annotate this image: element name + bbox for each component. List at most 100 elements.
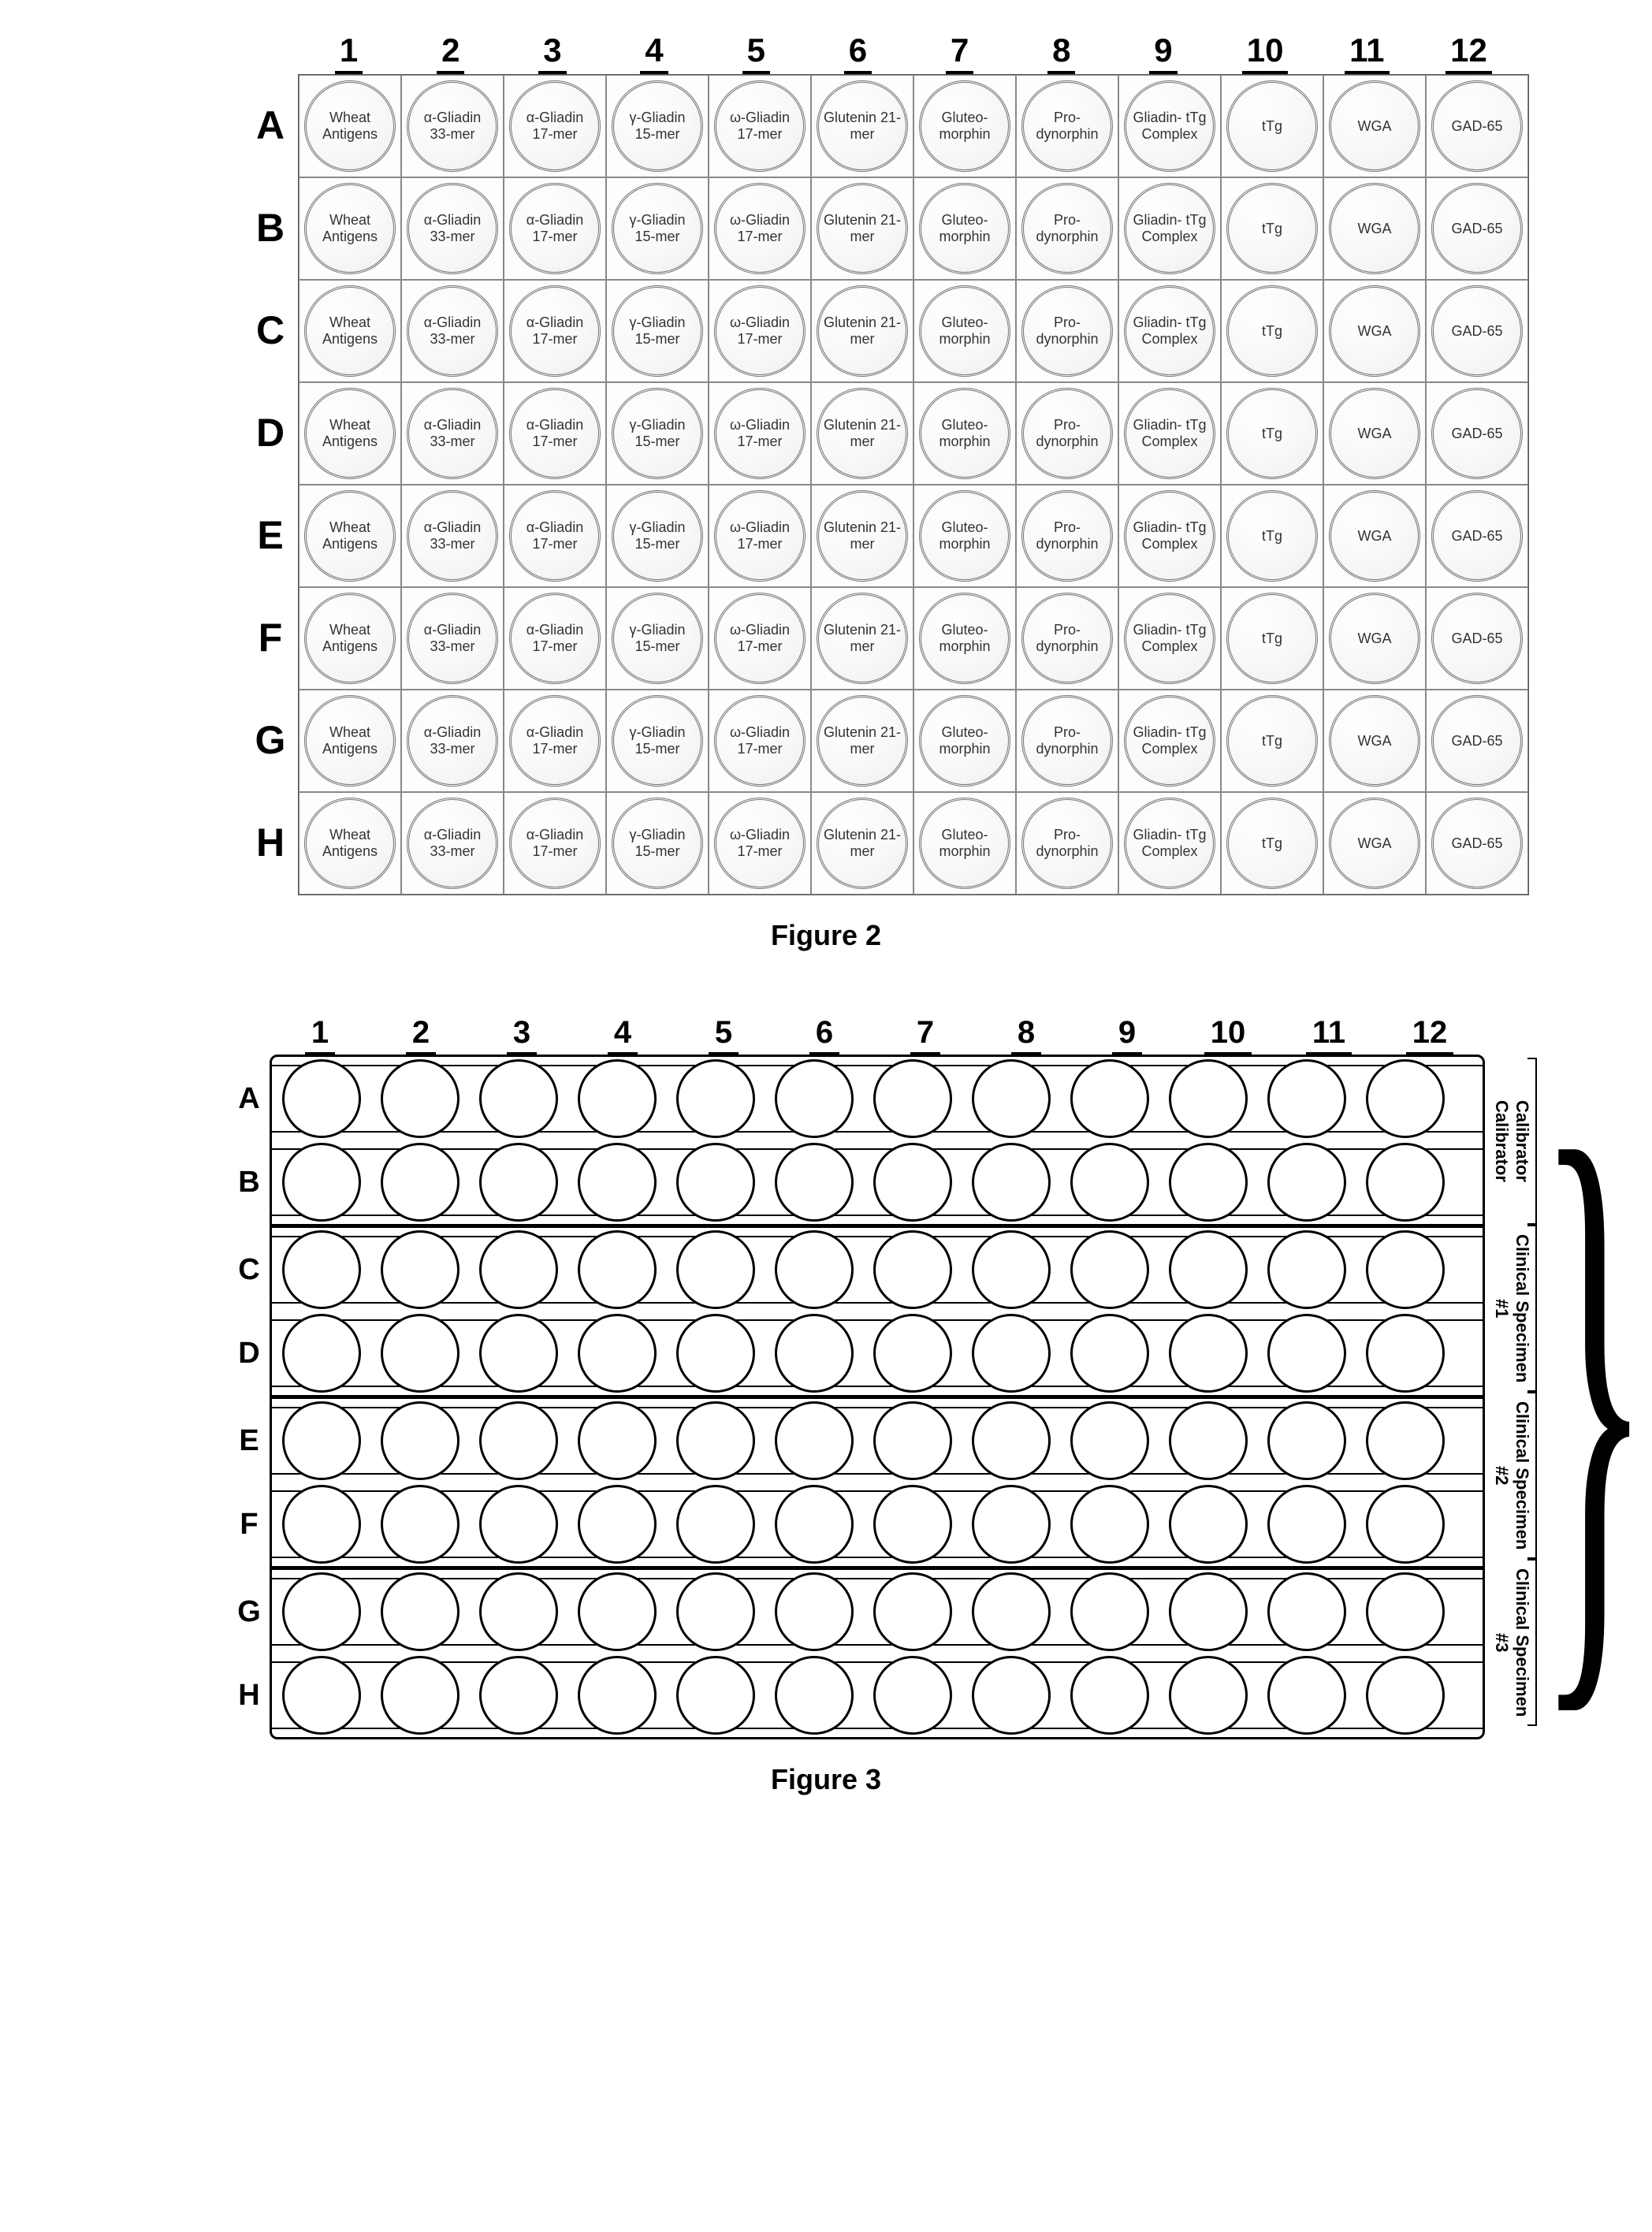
figure-3-well	[1366, 1572, 1445, 1651]
figure-2-cell: Glutenin 21-mer	[811, 382, 913, 485]
figure-2-cell: tTg	[1221, 177, 1323, 280]
figure-3-well	[578, 1485, 657, 1564]
figure-2-well: Pro- dynorphin	[1021, 695, 1113, 787]
figure-2-well: Gliadin- tTg Complex	[1124, 798, 1215, 889]
figure-2-cell: GAD-65	[1426, 587, 1528, 690]
figure-3-well	[775, 1059, 854, 1138]
figure-2-well: α-Gliadin 17-mer	[509, 388, 601, 479]
figure-2-col-header: 1	[298, 32, 400, 74]
figure-2-well: α-Gliadin 17-mer	[509, 490, 601, 582]
figure-3-col-header: 5	[673, 1015, 774, 1055]
figure-2-well: Gliadin- tTg Complex	[1124, 80, 1215, 172]
figure-3-well	[578, 1572, 657, 1651]
figure-2-cell: α-Gliadin 17-mer	[504, 382, 606, 485]
figure-3-well	[1267, 1401, 1346, 1480]
figure-2-cell: Gluteo- morphin	[913, 792, 1016, 895]
figure-2-cell: Gliadin- tTg Complex	[1118, 792, 1221, 895]
figure-2-well: Glutenin 21-mer	[817, 593, 908, 684]
figure-2-well: Glutenin 21-mer	[817, 695, 908, 787]
figure-2: 123456789101112 ABCDEFGH Wheat Antigensα…	[132, 32, 1520, 952]
figure-3-well	[1267, 1314, 1346, 1393]
figure-2-well: ω-Gliadin 17-mer	[714, 80, 806, 172]
figure-3-well	[1267, 1143, 1346, 1222]
figure-2-well: α-Gliadin 17-mer	[509, 183, 601, 274]
figure-3-well	[873, 1656, 952, 1735]
figure-2-cell: γ-Gliadin 15-mer	[606, 587, 709, 690]
figure-2-well: Gliadin- tTg Complex	[1124, 285, 1215, 377]
figure-3-row: G	[272, 1570, 1483, 1654]
figure-3-well	[676, 1401, 755, 1480]
figure-2-cell: Gluteo- morphin	[913, 177, 1016, 280]
figure-2-well-grid: Wheat Antigensα-Gliadin 33-merα-Gliadin …	[298, 74, 1529, 895]
figure-2-cell: Wheat Antigens	[299, 690, 401, 792]
figure-3-well	[873, 1572, 952, 1651]
figure-3-well	[873, 1314, 952, 1393]
figure-3-row-header: C	[229, 1253, 269, 1287]
figure-2-well: ω-Gliadin 17-mer	[714, 798, 806, 889]
figure-2-row-header: F	[243, 586, 298, 689]
figure-2-cell: GAD-65	[1426, 690, 1528, 792]
figure-3-well	[282, 1401, 361, 1480]
figure-3-well	[873, 1401, 952, 1480]
figure-3-row: E	[272, 1399, 1483, 1482]
figure-2-cell: α-Gliadin 33-mer	[401, 177, 504, 280]
figure-2-cell: Pro- dynorphin	[1016, 75, 1118, 177]
figure-2-cell: γ-Gliadin 15-mer	[606, 792, 709, 895]
figure-3-row-header: F	[229, 1508, 269, 1542]
figure-2-cell: WGA	[1323, 690, 1426, 792]
figure-2-cell: γ-Gliadin 15-mer	[606, 690, 709, 792]
figure-2-col-header: 11	[1316, 32, 1418, 74]
figure-2-well: Wheat Antigens	[304, 593, 396, 684]
figure-2-well: Gluteo- morphin	[919, 593, 1010, 684]
figure-2-well: WGA	[1329, 183, 1420, 274]
figure-2-well: GAD-65	[1431, 490, 1523, 582]
figure-2-cell: Glutenin 21-mer	[811, 792, 913, 895]
figure-2-cell: Gliadin- tTg Complex	[1118, 690, 1221, 792]
figure-2-well: GAD-65	[1431, 285, 1523, 377]
figure-2-well: α-Gliadin 33-mer	[407, 798, 498, 889]
figure-2-cell: ω-Gliadin 17-mer	[709, 485, 811, 587]
figure-3-col-header: 6	[774, 1015, 875, 1055]
figure-2-col-header: 7	[909, 32, 1010, 74]
figure-2-well: Wheat Antigens	[304, 798, 396, 889]
figure-2-cell: α-Gliadin 33-mer	[401, 690, 504, 792]
figure-3-well	[775, 1485, 854, 1564]
figure-3-well	[873, 1143, 952, 1222]
figure-2-well: Glutenin 21-mer	[817, 80, 908, 172]
figure-2-well: γ-Gliadin 15-mer	[612, 490, 703, 582]
figure-3-well	[282, 1143, 361, 1222]
figure-3-row: C	[272, 1228, 1483, 1311]
figure-2-well: α-Gliadin 33-mer	[407, 285, 498, 377]
figure-2-well: γ-Gliadin 15-mer	[612, 183, 703, 274]
figure-3-well	[479, 1230, 558, 1309]
figure-3-well	[972, 1314, 1051, 1393]
figure-2-row-headers: ABCDEFGH	[243, 74, 298, 895]
figure-3-col-header: 2	[370, 1015, 471, 1055]
figure-3-row-header: G	[229, 1595, 269, 1629]
figure-2-well: α-Gliadin 33-mer	[407, 80, 498, 172]
figure-3-side-labels: Calibrator CalibratorClinical Specimen #…	[1488, 1058, 1652, 1726]
figure-2-well: GAD-65	[1431, 183, 1523, 274]
figure-3-group-label: Clinical Specimen #1	[1488, 1225, 1537, 1392]
figure-2-well: Glutenin 21-mer	[817, 285, 908, 377]
figure-2-well: α-Gliadin 33-mer	[407, 695, 498, 787]
figure-2-well: Wheat Antigens	[304, 388, 396, 479]
figure-2-cell: α-Gliadin 33-mer	[401, 75, 504, 177]
figure-2-well: Pro- dynorphin	[1021, 388, 1113, 479]
figure-2-cell: ω-Gliadin 17-mer	[709, 177, 811, 280]
figure-2-well: α-Gliadin 17-mer	[509, 798, 601, 889]
figure-3-well	[381, 1401, 460, 1480]
figure-3-row-header: D	[229, 1337, 269, 1371]
figure-3-well	[1169, 1656, 1248, 1735]
figure-3-col-header: 8	[976, 1015, 1077, 1055]
figure-3-col-header: 11	[1278, 1015, 1379, 1055]
figure-2-cell: Glutenin 21-mer	[811, 280, 913, 382]
figure-2-col-header: 6	[807, 32, 909, 74]
figure-2-row-header: A	[243, 74, 298, 177]
figure-3-well	[1267, 1230, 1346, 1309]
figure-3-well	[972, 1230, 1051, 1309]
figure-2-cell: GAD-65	[1426, 382, 1528, 485]
figure-2-cell: WGA	[1323, 177, 1426, 280]
figure-3-col-header: 4	[572, 1015, 673, 1055]
figure-2-cell: α-Gliadin 17-mer	[504, 792, 606, 895]
